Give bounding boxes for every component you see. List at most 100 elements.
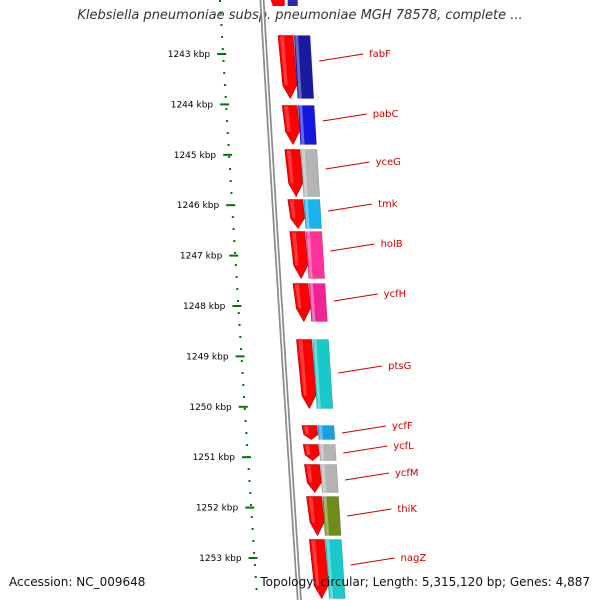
cds-arrow-pabC[interactable] [281,105,300,146]
ruler-dot [227,144,230,146]
backbone-track [259,0,302,600]
ruler-label: 1252 kbp [196,504,239,514]
gene-label-ycfM[interactable]: ycfM [395,468,419,479]
ruler-dot [254,576,257,578]
gene-label-holB[interactable]: holB [381,239,403,250]
gene-label-fabF[interactable]: fabF [369,49,391,60]
gene-block-tmk[interactable] [303,199,322,229]
ruler-label: 1243 kbp [168,50,211,60]
cds-shine [306,465,313,483]
gene-label-ycfF[interactable]: ycfF [392,421,413,432]
cds-arrow-nagZ[interactable] [308,539,329,600]
cds-shine [305,445,311,455]
gene-block-shine [313,339,321,409]
ruler-dot [231,216,234,218]
ruler-dot [249,492,252,494]
ruler-dot [255,588,258,590]
cds-arrow-yceG[interactable] [284,149,303,198]
cds-arrow-thiK[interactable] [306,496,325,537]
gene-label-line [330,243,375,252]
ruler-dot [228,168,231,170]
ruler-dot [241,372,244,374]
cds-arrow-fabF[interactable] [277,35,298,100]
accession-label: Accession: NC_009648 [9,575,146,589]
ruler-dot [252,540,255,542]
ruler-dot [250,504,253,506]
cds-arrow-ycfH[interactable] [292,283,311,323]
ruler-dot [239,336,242,338]
cds-shine [295,284,302,309]
gene-block-ptsG[interactable] [312,339,334,409]
gene-label-tmk[interactable]: tmk [378,199,398,210]
ruler-dot [224,96,227,98]
ruler-dot [221,48,224,50]
ruler-dot [229,180,232,182]
ruler-dot [248,480,251,482]
gene-block-shine [299,105,305,145]
gene-block-ycfM[interactable] [320,464,339,493]
gene-block-shine [326,539,334,599]
gene-block-shine [304,199,310,229]
ruler-dot [226,120,229,122]
ruler-label: 1250 kbp [189,403,232,413]
ruler-dot [243,396,246,398]
ruler-dot [219,0,221,2]
gene-block-shine [306,231,313,279]
ruler-dot [240,360,243,362]
gene-block-pabC[interactable] [297,105,317,145]
gene-block-shine [295,35,302,99]
gene-block-yceG[interactable] [300,149,320,197]
genome-summary: Topology: circular; Length: 5,315,120 bp… [260,575,590,589]
ruler-label: 1245 kbp [174,151,217,161]
ruler-dot [221,36,224,38]
gene-label-ptsG[interactable]: ptsG [388,361,411,372]
gene-color-track [287,0,346,599]
cds-shine [289,200,296,219]
ruler-label: 1247 kbp [180,252,223,262]
gene-block-shine [321,464,327,493]
cds-arrow [270,0,285,6]
ruler-label: 1251 kbp [193,453,236,463]
cds-shine [284,106,291,132]
gene-label-pabC[interactable]: pabC [373,109,399,120]
gene-label-ycfL[interactable]: ycfL [393,441,414,452]
gene-block-holB[interactable] [305,231,326,279]
ruler-dot [236,288,239,290]
gene-block-nagZ[interactable] [325,539,346,599]
cds-arrow-tmk[interactable] [287,199,305,230]
ruler-dot [253,552,256,554]
ruler-track: 1243 kbp 1244 kbp 1245 kbp 1246 kbp 1247 kbp… [168,0,258,590]
ruler-dot [242,384,245,386]
gene-block-shine [320,444,325,461]
gene-label-line [322,113,367,122]
gene-block-ycfH[interactable] [308,283,328,322]
gene-label-yceG[interactable]: yceG [376,157,401,168]
gene-label-line [333,293,378,302]
cds-arrow-holB[interactable] [289,231,309,280]
ruler-dot [220,24,223,26]
gene-label-thiK[interactable]: thiK [397,504,417,515]
ruler-dot [244,420,247,422]
gene-label-ycfH[interactable]: ycfH [384,289,406,300]
gene-block-ycfF[interactable] [317,425,336,440]
ruler-dot [230,192,233,194]
gene-block-ycfL[interactable] [318,444,337,461]
genome-title: Klebsiella pneumoniae subsp. pneumoniae … [77,8,523,23]
cds-shine [303,426,309,435]
ruler-dot [223,84,226,86]
gene-block-fabF[interactable] [293,35,315,99]
gene-block-shine [310,283,316,322]
ruler-label: 1249 kbp [186,352,229,362]
gene-label-line [328,203,373,212]
gene-label-nagZ[interactable]: nagZ [401,553,427,564]
gene-label-line [344,472,390,481]
backbone-highlight [261,0,301,600]
ruler-dot [253,564,256,566]
cds-arrow-ycfM[interactable] [304,464,322,494]
gene-labels: fabF pabC yceG tmk holB ycfH ptsG ycfF ycfL ycfM t… [319,49,427,566]
ruler-dot [246,444,249,446]
gene-block-thiK[interactable] [322,496,342,536]
gene-label-line [341,425,387,434]
gene-block-shine [323,496,330,536]
